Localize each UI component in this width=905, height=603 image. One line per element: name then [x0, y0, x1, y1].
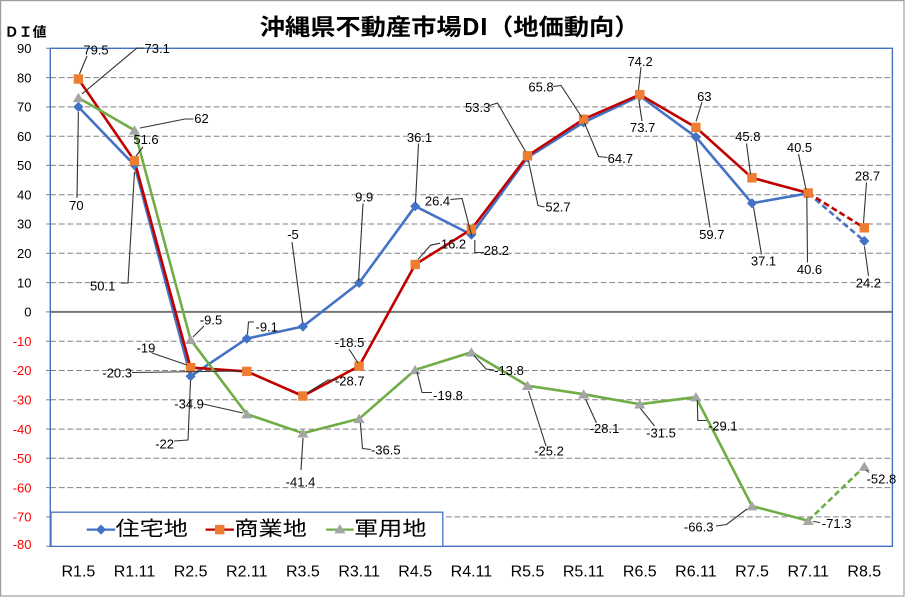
- svg-text:16.2: 16.2: [441, 237, 466, 252]
- svg-text:R5.11: R5.11: [563, 564, 605, 581]
- svg-text:70: 70: [69, 198, 83, 213]
- svg-text:-66.3: -66.3: [684, 520, 714, 535]
- svg-text:R4.5: R4.5: [398, 564, 432, 581]
- svg-text:28.2: 28.2: [484, 243, 509, 258]
- svg-text:R1.11: R1.11: [114, 564, 156, 581]
- svg-text:R7.11: R7.11: [787, 564, 829, 581]
- svg-text:-29.1: -29.1: [708, 418, 738, 433]
- svg-text:-18.5: -18.5: [335, 335, 365, 350]
- svg-text:59.7: 59.7: [699, 227, 724, 242]
- svg-text:90: 90: [17, 41, 31, 56]
- svg-text:73.1: 73.1: [145, 41, 170, 56]
- svg-text:R5.5: R5.5: [511, 564, 545, 581]
- svg-text:40.5: 40.5: [787, 140, 812, 155]
- svg-text:R6.5: R6.5: [623, 564, 657, 581]
- svg-text:-20: -20: [13, 363, 32, 378]
- svg-text:-22: -22: [155, 436, 174, 451]
- svg-text:74.2: 74.2: [627, 54, 652, 69]
- svg-text:R3.11: R3.11: [338, 564, 380, 581]
- svg-text:R2.11: R2.11: [226, 564, 268, 581]
- svg-text:-5: -5: [287, 227, 299, 242]
- svg-text:62: 62: [194, 111, 208, 126]
- svg-text:9.9: 9.9: [355, 189, 373, 204]
- svg-text:20: 20: [17, 246, 31, 261]
- svg-text:79.5: 79.5: [83, 43, 108, 58]
- svg-text:R3.5: R3.5: [286, 564, 320, 581]
- svg-text:24.2: 24.2: [856, 275, 881, 290]
- svg-text:-36.5: -36.5: [371, 443, 401, 458]
- svg-text:-52.8: -52.8: [867, 472, 897, 487]
- svg-text:-30: -30: [13, 393, 32, 408]
- svg-text:R2.5: R2.5: [174, 564, 208, 581]
- svg-text:-41.4: -41.4: [286, 475, 316, 490]
- svg-text:-40: -40: [13, 422, 32, 437]
- svg-text:60: 60: [17, 129, 31, 144]
- svg-text:-13.8: -13.8: [494, 363, 524, 378]
- svg-text:80: 80: [17, 70, 31, 85]
- svg-text:50: 50: [17, 158, 31, 173]
- svg-text:53.3: 53.3: [465, 100, 490, 115]
- svg-text:-50: -50: [13, 451, 32, 466]
- svg-text:-28.1: -28.1: [590, 421, 620, 436]
- svg-text:0: 0: [24, 305, 31, 320]
- svg-text:R1.5: R1.5: [62, 564, 96, 581]
- svg-text:R8.5: R8.5: [847, 564, 881, 581]
- svg-text:-10: -10: [13, 334, 32, 349]
- svg-text:37.1: 37.1: [751, 254, 776, 269]
- svg-text:45.8: 45.8: [735, 129, 760, 144]
- svg-text:-19: -19: [137, 341, 156, 356]
- svg-text:10: 10: [17, 275, 31, 290]
- svg-text:-71.3: -71.3: [822, 516, 852, 531]
- svg-text:36.1: 36.1: [407, 130, 432, 145]
- svg-text:-28.7: -28.7: [335, 373, 365, 388]
- svg-text:64.7: 64.7: [608, 151, 633, 166]
- svg-text:-60: -60: [13, 480, 32, 495]
- svg-text:R7.5: R7.5: [735, 564, 769, 581]
- svg-text:73.7: 73.7: [630, 120, 655, 135]
- svg-text:51.6: 51.6: [133, 132, 158, 147]
- svg-text:R6.11: R6.11: [675, 564, 717, 581]
- svg-text:65.8: 65.8: [528, 80, 553, 95]
- svg-text:28.7: 28.7: [855, 169, 880, 184]
- svg-text:30: 30: [17, 217, 31, 232]
- svg-text:-70: -70: [13, 510, 32, 525]
- svg-text:-9.5: -9.5: [200, 312, 222, 327]
- svg-text:-19.8: -19.8: [433, 388, 463, 403]
- svg-text:-20.3: -20.3: [102, 366, 132, 381]
- svg-text:R4.11: R4.11: [451, 564, 493, 581]
- svg-text:-34.9: -34.9: [174, 396, 204, 411]
- svg-text:-80: -80: [13, 537, 32, 552]
- svg-text:40.6: 40.6: [797, 262, 822, 277]
- svg-text:63: 63: [697, 89, 711, 104]
- svg-text:50.1: 50.1: [90, 279, 115, 294]
- svg-text:-9.1: -9.1: [255, 319, 277, 334]
- svg-text:70: 70: [17, 100, 31, 115]
- svg-text:52.7: 52.7: [545, 200, 570, 215]
- svg-text:-25.2: -25.2: [534, 444, 564, 459]
- svg-text:40: 40: [17, 187, 31, 202]
- svg-text:26.4: 26.4: [425, 193, 450, 208]
- svg-text:-31.5: -31.5: [646, 425, 676, 440]
